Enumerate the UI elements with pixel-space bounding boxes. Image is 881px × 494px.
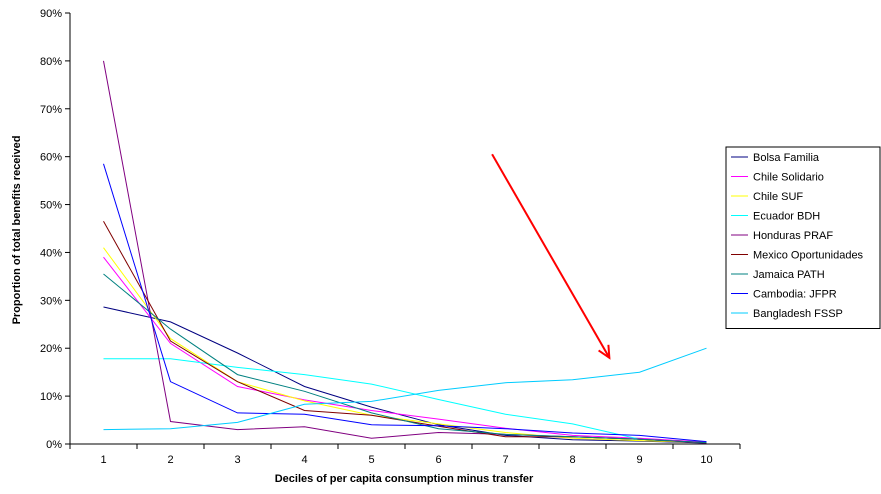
x-tick-label: 8 xyxy=(569,454,575,466)
series-line-chile-solidario xyxy=(103,256,707,443)
legend-label: Bolsa Familia xyxy=(753,152,820,164)
y-tick-label: 70% xyxy=(40,104,62,116)
legend-label: Jamaica PATH xyxy=(753,269,825,281)
y-tick-label: 40% xyxy=(40,247,62,259)
annotation-arrow-shaft xyxy=(491,153,611,359)
series-line-jamaica-path xyxy=(103,273,707,444)
legend-label: Ecuador BDH xyxy=(753,211,820,223)
legend-label: Chile SUF xyxy=(753,191,803,203)
x-tick-label: 3 xyxy=(234,454,240,466)
x-tick-label: 4 xyxy=(301,454,307,466)
x-axis-title: Deciles of per capita consumption minus … xyxy=(275,473,534,485)
series-line-mexico-oportunidades xyxy=(103,221,707,444)
series-line-bolsa-familia xyxy=(103,306,707,444)
legend: Bolsa Familia Chile Solidario Chile SUF Ecu… xyxy=(725,146,881,329)
x-tick-label: 1 xyxy=(100,454,106,466)
y-tick-label: 10% xyxy=(40,391,62,403)
legend-label: Honduras PRAF xyxy=(753,230,833,242)
legend-box xyxy=(725,146,881,329)
series-line-ecuador-bdh xyxy=(103,358,707,444)
series-line-honduras-praf xyxy=(103,60,707,444)
y-tick-label: 30% xyxy=(40,295,62,307)
y-tick-label: 20% xyxy=(40,343,62,355)
series-layer xyxy=(103,60,707,444)
y-axis-title: Proportion of total benefits received xyxy=(11,136,23,325)
y-tick-label: 90% xyxy=(40,8,62,20)
legend-label: Cambodia: JFPR xyxy=(753,289,837,301)
legend-label: Bangladesh FSSP xyxy=(753,308,843,320)
series-line-bangladesh-fssp xyxy=(103,347,707,431)
series-line-cambodia-jfpr xyxy=(103,163,707,443)
x-tick-label: 6 xyxy=(435,454,441,466)
axes-layer: 0% 10% 20% 30% 40% 50% 60% 70% 80% 90% 1 2 3 4 5 6 7 8 9 10 xyxy=(40,8,741,466)
x-tick-label: 2 xyxy=(167,454,173,466)
y-tick-label: 80% xyxy=(40,56,62,68)
x-tick-label: 10 xyxy=(700,454,712,466)
series-line-chile-suf xyxy=(103,247,707,444)
y-tick-label: 0% xyxy=(46,439,62,451)
x-tick-label: 7 xyxy=(502,454,508,466)
legend-label: Chile Solidario xyxy=(753,172,824,184)
x-tick-label: 5 xyxy=(368,454,374,466)
y-tick-label: 60% xyxy=(40,152,62,164)
x-tick-label: 9 xyxy=(636,454,642,466)
annotation-arrow-head xyxy=(598,344,611,360)
legend-label: Mexico Oportunidades xyxy=(753,250,864,262)
annotation-layer xyxy=(491,153,611,360)
y-tick-label: 50% xyxy=(40,200,62,212)
